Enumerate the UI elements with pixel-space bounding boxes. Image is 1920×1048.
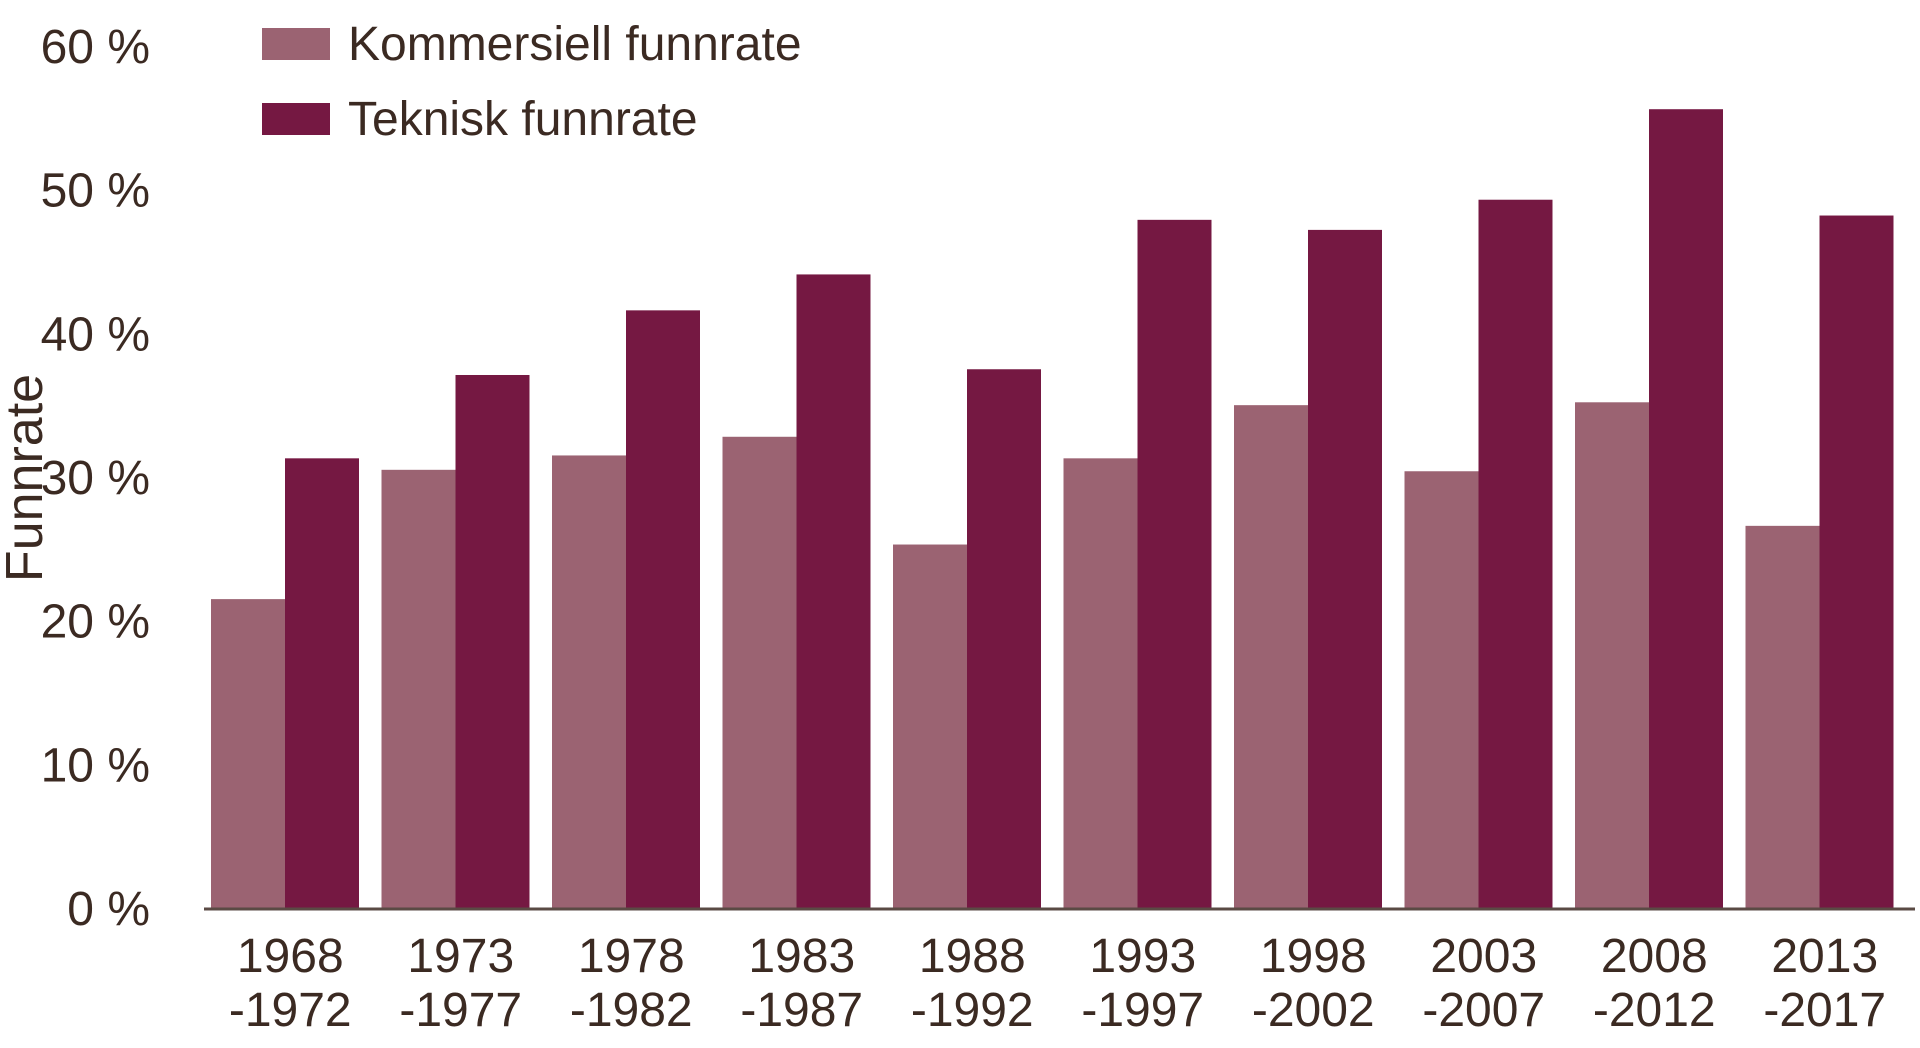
x-tick-label: 1988	[919, 930, 1026, 983]
bar-kommersiell	[552, 455, 626, 908]
y-tick-label: 10 %	[41, 739, 150, 792]
bar-teknisk	[967, 369, 1041, 908]
bars-group	[211, 109, 1894, 909]
x-tick-label: 2003	[1430, 930, 1537, 983]
bar-teknisk	[1137, 219, 1212, 908]
x-tick-label: 1993	[1089, 930, 1196, 983]
x-axis-labels: 1968-1972 1973-1977 1978-1982 1983-1987 1988…	[229, 930, 1886, 1037]
legend-label: Kommersiell funnrate	[348, 18, 802, 71]
x-tick-label: 1998	[1260, 930, 1367, 983]
bar-teknisk	[1308, 229, 1382, 909]
y-axis-ticks: 0 % 10 % 20 % 30 % 40 % 50 % 60 %	[41, 21, 150, 936]
bar-teknisk	[1819, 215, 1894, 908]
bar-kommersiell	[722, 436, 797, 908]
x-tick-label: -1987	[740, 984, 863, 1037]
x-tick-label: -1977	[399, 984, 522, 1037]
x-tick-label: 2013	[1771, 930, 1878, 983]
y-tick-label: 40 %	[41, 308, 150, 361]
bar-kommersiell	[1745, 525, 1820, 908]
x-tick-label: -2017	[1763, 984, 1886, 1037]
legend-label: Teknisk funnrate	[348, 93, 698, 146]
x-tick-label: 1978	[578, 930, 685, 983]
bar-kommersiell	[1575, 402, 1649, 908]
bar-teknisk	[1649, 109, 1723, 909]
y-axis-title: Funnrate	[0, 374, 54, 582]
bar-teknisk	[455, 374, 530, 908]
y-tick-label: 60 %	[41, 21, 150, 74]
legend: Kommersiell funnrate Teknisk funnrate	[262, 18, 802, 146]
bar-teknisk	[796, 274, 871, 908]
bar-kommersiell	[1234, 405, 1308, 908]
bar-teknisk	[285, 458, 359, 908]
x-tick-label: -1992	[911, 984, 1034, 1037]
bar-teknisk	[1478, 199, 1553, 908]
x-tick-label: -2012	[1593, 984, 1716, 1037]
x-tick-label: -1982	[570, 984, 693, 1037]
legend-swatch	[262, 103, 330, 135]
x-tick-label: -2002	[1252, 984, 1375, 1037]
bar-kommersiell	[211, 599, 285, 908]
x-tick-label: 1968	[237, 930, 344, 983]
x-tick-label: 1983	[748, 930, 855, 983]
y-tick-label: 20 %	[41, 596, 150, 649]
legend-swatch	[262, 28, 330, 60]
x-tick-label: -2007	[1422, 984, 1545, 1037]
y-tick-label: 0 %	[67, 883, 150, 936]
x-tick-label: 1973	[407, 930, 514, 983]
x-tick-label: -1972	[229, 984, 352, 1037]
bar-kommersiell	[1404, 471, 1479, 908]
bar-teknisk	[626, 310, 700, 908]
x-tick-label: 2008	[1601, 930, 1708, 983]
y-tick-label: 30 %	[41, 452, 150, 505]
bar-kommersiell	[381, 469, 456, 908]
y-tick-label: 50 %	[41, 165, 150, 218]
x-tick-label: -1997	[1081, 984, 1204, 1037]
bar-kommersiell	[1063, 458, 1138, 908]
bar-kommersiell	[893, 544, 967, 908]
